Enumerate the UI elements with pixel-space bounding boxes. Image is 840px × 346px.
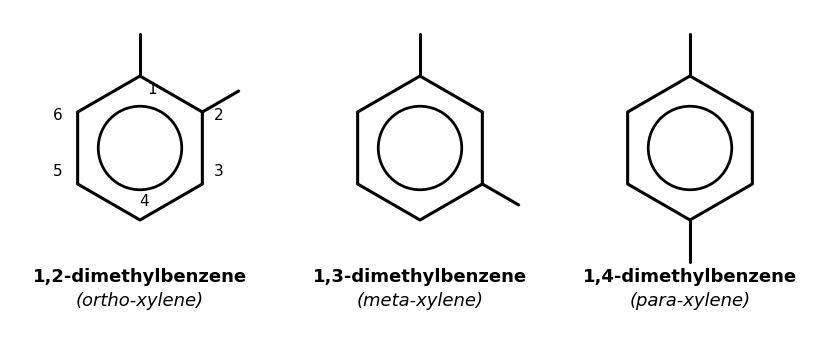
Text: (ortho-xylene): (ortho-xylene) (76, 292, 204, 310)
Text: 6: 6 (53, 109, 62, 124)
Text: 1,3-dimethylbenzene: 1,3-dimethylbenzene (313, 268, 527, 286)
Text: (para-xylene): (para-xylene) (629, 292, 751, 310)
Text: 1: 1 (147, 82, 157, 98)
Text: 2: 2 (213, 109, 223, 124)
Text: (meta-xylene): (meta-xylene) (356, 292, 484, 310)
Text: 1,2-dimethylbenzene: 1,2-dimethylbenzene (33, 268, 247, 286)
Text: 1,4-dimethylbenzene: 1,4-dimethylbenzene (583, 268, 797, 286)
Text: 3: 3 (213, 164, 223, 180)
Text: 5: 5 (53, 164, 62, 180)
Text: 4: 4 (139, 194, 149, 209)
